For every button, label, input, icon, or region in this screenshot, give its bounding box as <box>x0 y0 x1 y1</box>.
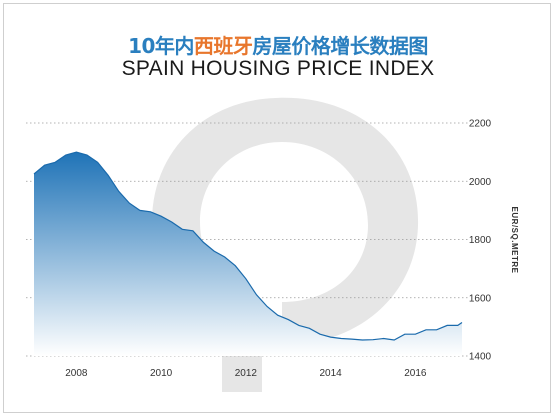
y-tick-labels: 1400 1600 1800 2000 2200 <box>469 119 492 363</box>
x-tick-2016: 2016 <box>404 368 427 379</box>
title-zh-suffix: 房屋价格增长数据图 <box>252 34 428 58</box>
x-tick-2012: 2012 <box>235 368 258 379</box>
chart-title: SPAIN HOUSING PRICE INDEX <box>121 57 435 80</box>
y-tick-1600: 1600 <box>469 293 492 304</box>
y-tick-1400: 1400 <box>469 352 492 363</box>
data-area <box>33 151 463 356</box>
title-zh-highlight: 西班牙 <box>193 34 253 58</box>
y-tick-2200: 2200 <box>469 119 492 130</box>
x-tick-2014: 2014 <box>320 368 343 379</box>
y-tick-1800: 1800 <box>469 235 492 246</box>
x-tick-2010: 2010 <box>150 368 173 379</box>
x-tick-labels: 2008 2010 2012 2014 2016 <box>65 368 427 379</box>
y-axis-label: EUR/SQ.METRE <box>510 207 519 274</box>
series-area <box>34 152 462 356</box>
title-zh-prefix: 10年内 <box>128 34 194 58</box>
y-tick-2000: 2000 <box>469 177 492 188</box>
series-line <box>33 151 463 341</box>
chinese-title: 10年内西班牙房屋价格增长数据图 <box>0 30 556 59</box>
x-tick-2008: 2008 <box>65 368 88 379</box>
